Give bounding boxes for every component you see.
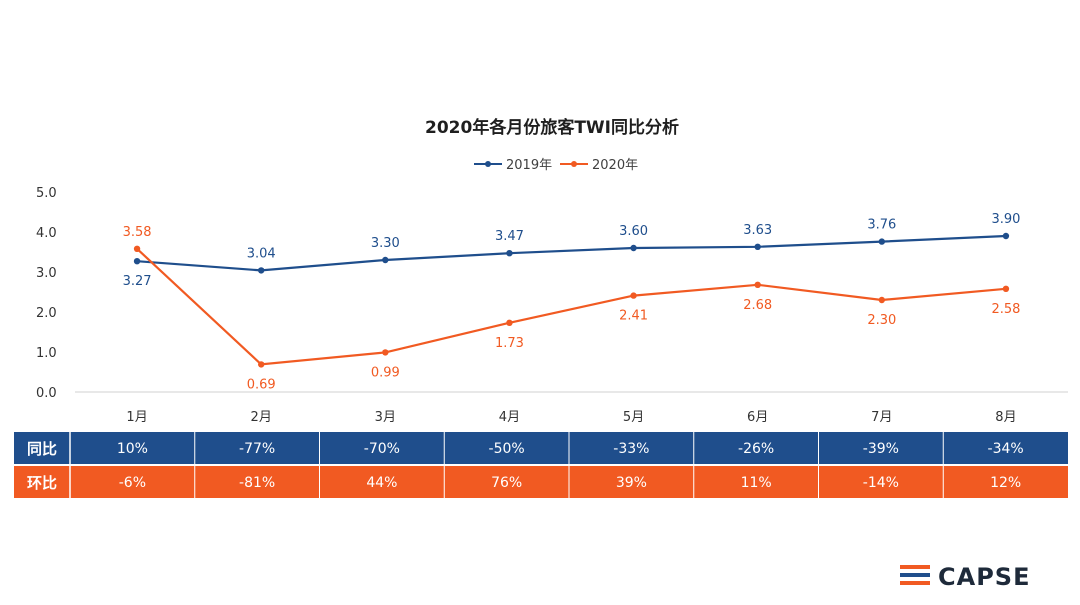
table-cell: -14% (863, 475, 899, 491)
table-cell: 44% (366, 475, 397, 491)
data-label: 2.58 (991, 302, 1020, 317)
data-label: 3.60 (619, 224, 648, 239)
y-tick-label: 2.0 (36, 306, 57, 321)
logo-bar-bottom (900, 581, 930, 585)
legend-label-2019: 2019年 (506, 158, 552, 173)
data-point (506, 250, 513, 257)
data-point (506, 319, 513, 326)
data-point (382, 349, 389, 356)
data-label: 0.69 (247, 377, 276, 392)
data-label: 3.90 (991, 212, 1020, 227)
x-tick-label: 8月 (995, 410, 1016, 425)
data-point (630, 244, 637, 252)
series-layer: 3.27 3.04 3.30 3.47 3.60 3.63 3.76 3.90 3.58 0.69… (123, 212, 1021, 392)
table-cell: 12% (990, 475, 1021, 491)
data-label: 3.27 (123, 274, 152, 289)
data-label: 3.76 (867, 218, 896, 233)
table-cell: 76% (491, 475, 522, 491)
data-label: 2.41 (619, 309, 648, 324)
summary-table: 同比 10% -77% -70% -50% -33% -26% -39% -34% 环比 -6% -8… (14, 432, 1068, 498)
table-row-label: 环比 (27, 474, 57, 492)
table-cell: 39% (616, 475, 647, 491)
logo-bar-top (900, 565, 930, 569)
x-tick-label: 3月 (375, 410, 396, 425)
data-label: 3.30 (371, 236, 400, 251)
x-tick-label: 5月 (623, 410, 644, 425)
series-line-2019 (136, 234, 1006, 272)
data-label: 3.63 (743, 223, 772, 238)
y-tick-label: 0.0 (36, 386, 57, 401)
data-label: 2.30 (867, 313, 896, 328)
table-cell: -26% (738, 441, 774, 457)
data-point (133, 258, 141, 265)
x-tick-label: 4月 (499, 410, 520, 425)
table-cell: -6% (119, 475, 146, 491)
table-cell: -34% (988, 441, 1024, 457)
series-line-2020 (136, 247, 1007, 366)
data-point (257, 267, 265, 274)
chart-title: 2020年各月份旅客TWI同比分析 (425, 117, 679, 138)
data-point (1002, 285, 1010, 292)
data-point (754, 281, 761, 288)
x-tick-label: 2月 (251, 410, 272, 425)
table-cell: -77% (239, 441, 275, 457)
x-tick-label: 1月 (126, 410, 147, 425)
table-cell: -50% (489, 441, 525, 457)
table-cell: -81% (239, 475, 275, 491)
data-point (754, 243, 761, 250)
data-point (382, 256, 389, 264)
data-label: 3.04 (247, 246, 276, 261)
y-tick-label: 5.0 (36, 186, 57, 201)
y-tick-label: 1.0 (36, 346, 57, 361)
logo-text: CAPSE (938, 563, 1030, 591)
table-cell: -39% (863, 441, 899, 457)
legend-label-2020: 2020年 (592, 158, 638, 173)
legend-marker-2020 (571, 161, 577, 167)
x-tick-label: 7月 (871, 410, 892, 425)
table-cell: 11% (741, 475, 772, 491)
data-label: 1.73 (495, 336, 524, 351)
data-label: 3.58 (123, 225, 152, 240)
y-tick-label: 3.0 (36, 266, 57, 281)
data-point (878, 238, 886, 245)
data-label: 3.47 (495, 229, 524, 244)
x-axis: 1月 2月 3月 4月 5月 6月 7月 8月 (75, 391, 1068, 425)
y-axis: 0.0 1.0 2.0 3.0 4.0 5.0 (36, 186, 57, 401)
table-row-bg (14, 466, 1068, 498)
table-cell: -33% (613, 441, 649, 457)
table-cell: -70% (364, 441, 400, 457)
table-row-bg (14, 432, 1068, 464)
data-label: 0.99 (371, 365, 400, 380)
legend: 2019年 2020年 (474, 158, 638, 173)
logo-bar-middle (900, 573, 930, 577)
y-tick-label: 4.0 (36, 226, 57, 241)
data-point (630, 292, 637, 299)
table-row-label: 同比 (27, 440, 57, 458)
data-point (133, 245, 141, 252)
x-tick-label: 6月 (747, 410, 768, 425)
data-point (1002, 232, 1010, 240)
table-cell: 10% (117, 441, 148, 457)
legend-marker-2019 (485, 161, 491, 167)
capse-logo: CAPSE (900, 563, 1030, 591)
data-point (257, 361, 265, 368)
data-point (878, 296, 886, 304)
data-label: 2.68 (743, 298, 772, 313)
